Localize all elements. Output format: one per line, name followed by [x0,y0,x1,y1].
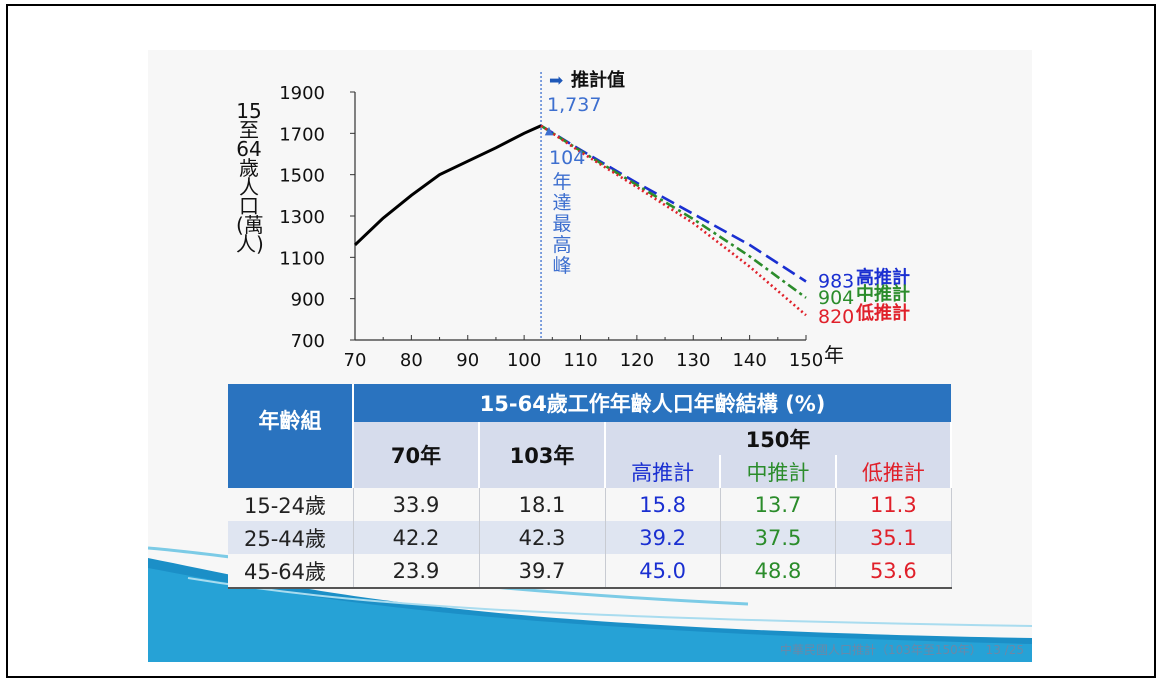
end-series-name: 中推計 [856,283,910,305]
slide: 700 900 1100 1300 1500 1700 1900 70 80 90 100 110 12… [148,50,1032,662]
age-cell: 45-64歲 [228,554,354,589]
y-tick-label: 1900 [279,83,325,104]
value-cell: 42.2 [353,521,480,554]
age-cell: 25-44歲 [228,521,354,554]
x-tick-label: 100 [507,350,541,371]
end-value-label: 983 [818,271,854,293]
chart-series [353,124,807,317]
y-axis-title-char: 人 [239,175,259,199]
population-line-chart: 700 900 1100 1300 1500 1700 1900 70 80 90 100 110 12… [279,69,910,371]
x-axis-unit: 年 [824,343,844,367]
series-line-historical [353,124,542,246]
x-tick-label: 150 [789,350,823,371]
y-tick-label: 900 [291,290,325,311]
y-axis-title-char: 至 [239,118,259,142]
value-cell: 48.8 [720,554,837,589]
value-cell: 23.9 [353,554,480,589]
value-cell: 53.6 [835,554,952,589]
peak-marker-icon: ▲ [545,124,554,137]
y-axis-title-char: 64 [236,137,262,161]
end-value-label: 820 [818,306,854,328]
y-tick-label: 1500 [279,166,325,187]
table-title: 15-64歲工作年齡人口年齡結構 (%) [353,384,951,422]
series-line-高推計 [540,124,807,283]
age-structure-table: 年齡組 15-64歲工作年齡人口年齡結構 (%) 70年 103年 150年 高… [228,384,953,589]
y-axis-title-char: (萬 [236,213,264,237]
x-tick-label: 90 [456,350,479,371]
x-tick-label: 70 [344,350,367,371]
peak-text-char: 峰 [553,255,572,277]
age-cell: 15-24歲 [228,488,354,521]
table-row: 15-24歲 33.9 18.1 15.8 13.7 11.3 [228,488,952,521]
page-frame: 700 900 1100 1300 1500 1700 1900 70 80 90 100 110 12… [6,4,1156,678]
slide-footer: 中華民國人口推計（103年至150年） 13 /25 [779,643,1024,657]
y-axis-title-char: 口 [239,194,259,218]
end-value-label: 904 [818,287,854,309]
x-tick-label: 110 [563,350,597,371]
end-series-name: 低推計 [855,302,910,324]
y-tick-label: 700 [291,331,325,352]
col-70-header: 70年 [353,422,480,488]
end-series-name: 高推計 [856,267,910,289]
chart-axes: 700 900 1100 1300 1500 1700 1900 70 80 90 100 110 12… [279,72,844,371]
sub-mid-header: 中推計 [720,455,837,488]
y-tick-label: 1100 [279,248,325,269]
value-cell: 37.5 [720,521,837,554]
projection-arrow-icon: ➡ [549,71,563,91]
sub-lo-header: 低推計 [835,455,953,488]
y-axis-title-char: 人) [236,232,264,256]
y-axis-title: 15 至 64 歲人口 (萬 人) [236,99,264,256]
peak-text-char: 最 [553,213,572,235]
y-tick-label: 1300 [279,207,325,228]
peak-value-label: 1,737 [547,94,601,116]
y-tick-label: 1700 [279,124,325,145]
value-cell: 35.1 [835,521,952,554]
series-line-中推計 [540,124,807,299]
sub-hi-header: 高推計 [605,455,722,488]
x-tick-label: 130 [676,350,710,371]
value-cell: 18.1 [479,488,606,521]
value-cell: 39.7 [479,554,606,589]
value-cell: 13.7 [720,488,837,521]
value-cell: 15.8 [605,488,721,521]
peak-text-char: 達 [553,192,572,214]
peak-text-char: 年 [553,171,572,193]
value-cell: 33.9 [353,488,480,521]
y-axis-title-char: 15 [236,99,262,123]
y-axis-title-char: 歲 [239,156,259,180]
x-tick-label: 80 [400,350,423,371]
col-103-header: 103年 [479,422,606,488]
value-cell: 11.3 [835,488,952,521]
peak-text-char: 高 [553,234,572,256]
value-cell: 45.0 [605,554,721,589]
col-150-header: 150年 [605,422,952,455]
projection-label: 推計值 [571,69,625,91]
table-row: 25-44歲 42.2 42.3 39.2 37.5 35.1 [228,521,952,554]
x-tick-label: 120 [620,350,654,371]
table-row: 45-64歲 23.9 39.7 45.0 48.8 53.6 [228,554,952,589]
age-group-header: 年齡組 [228,384,354,455]
x-tick-label: 140 [732,350,766,371]
peak-year-label: 104 [549,147,585,169]
value-cell: 39.2 [605,521,721,554]
value-cell: 42.3 [479,521,606,554]
